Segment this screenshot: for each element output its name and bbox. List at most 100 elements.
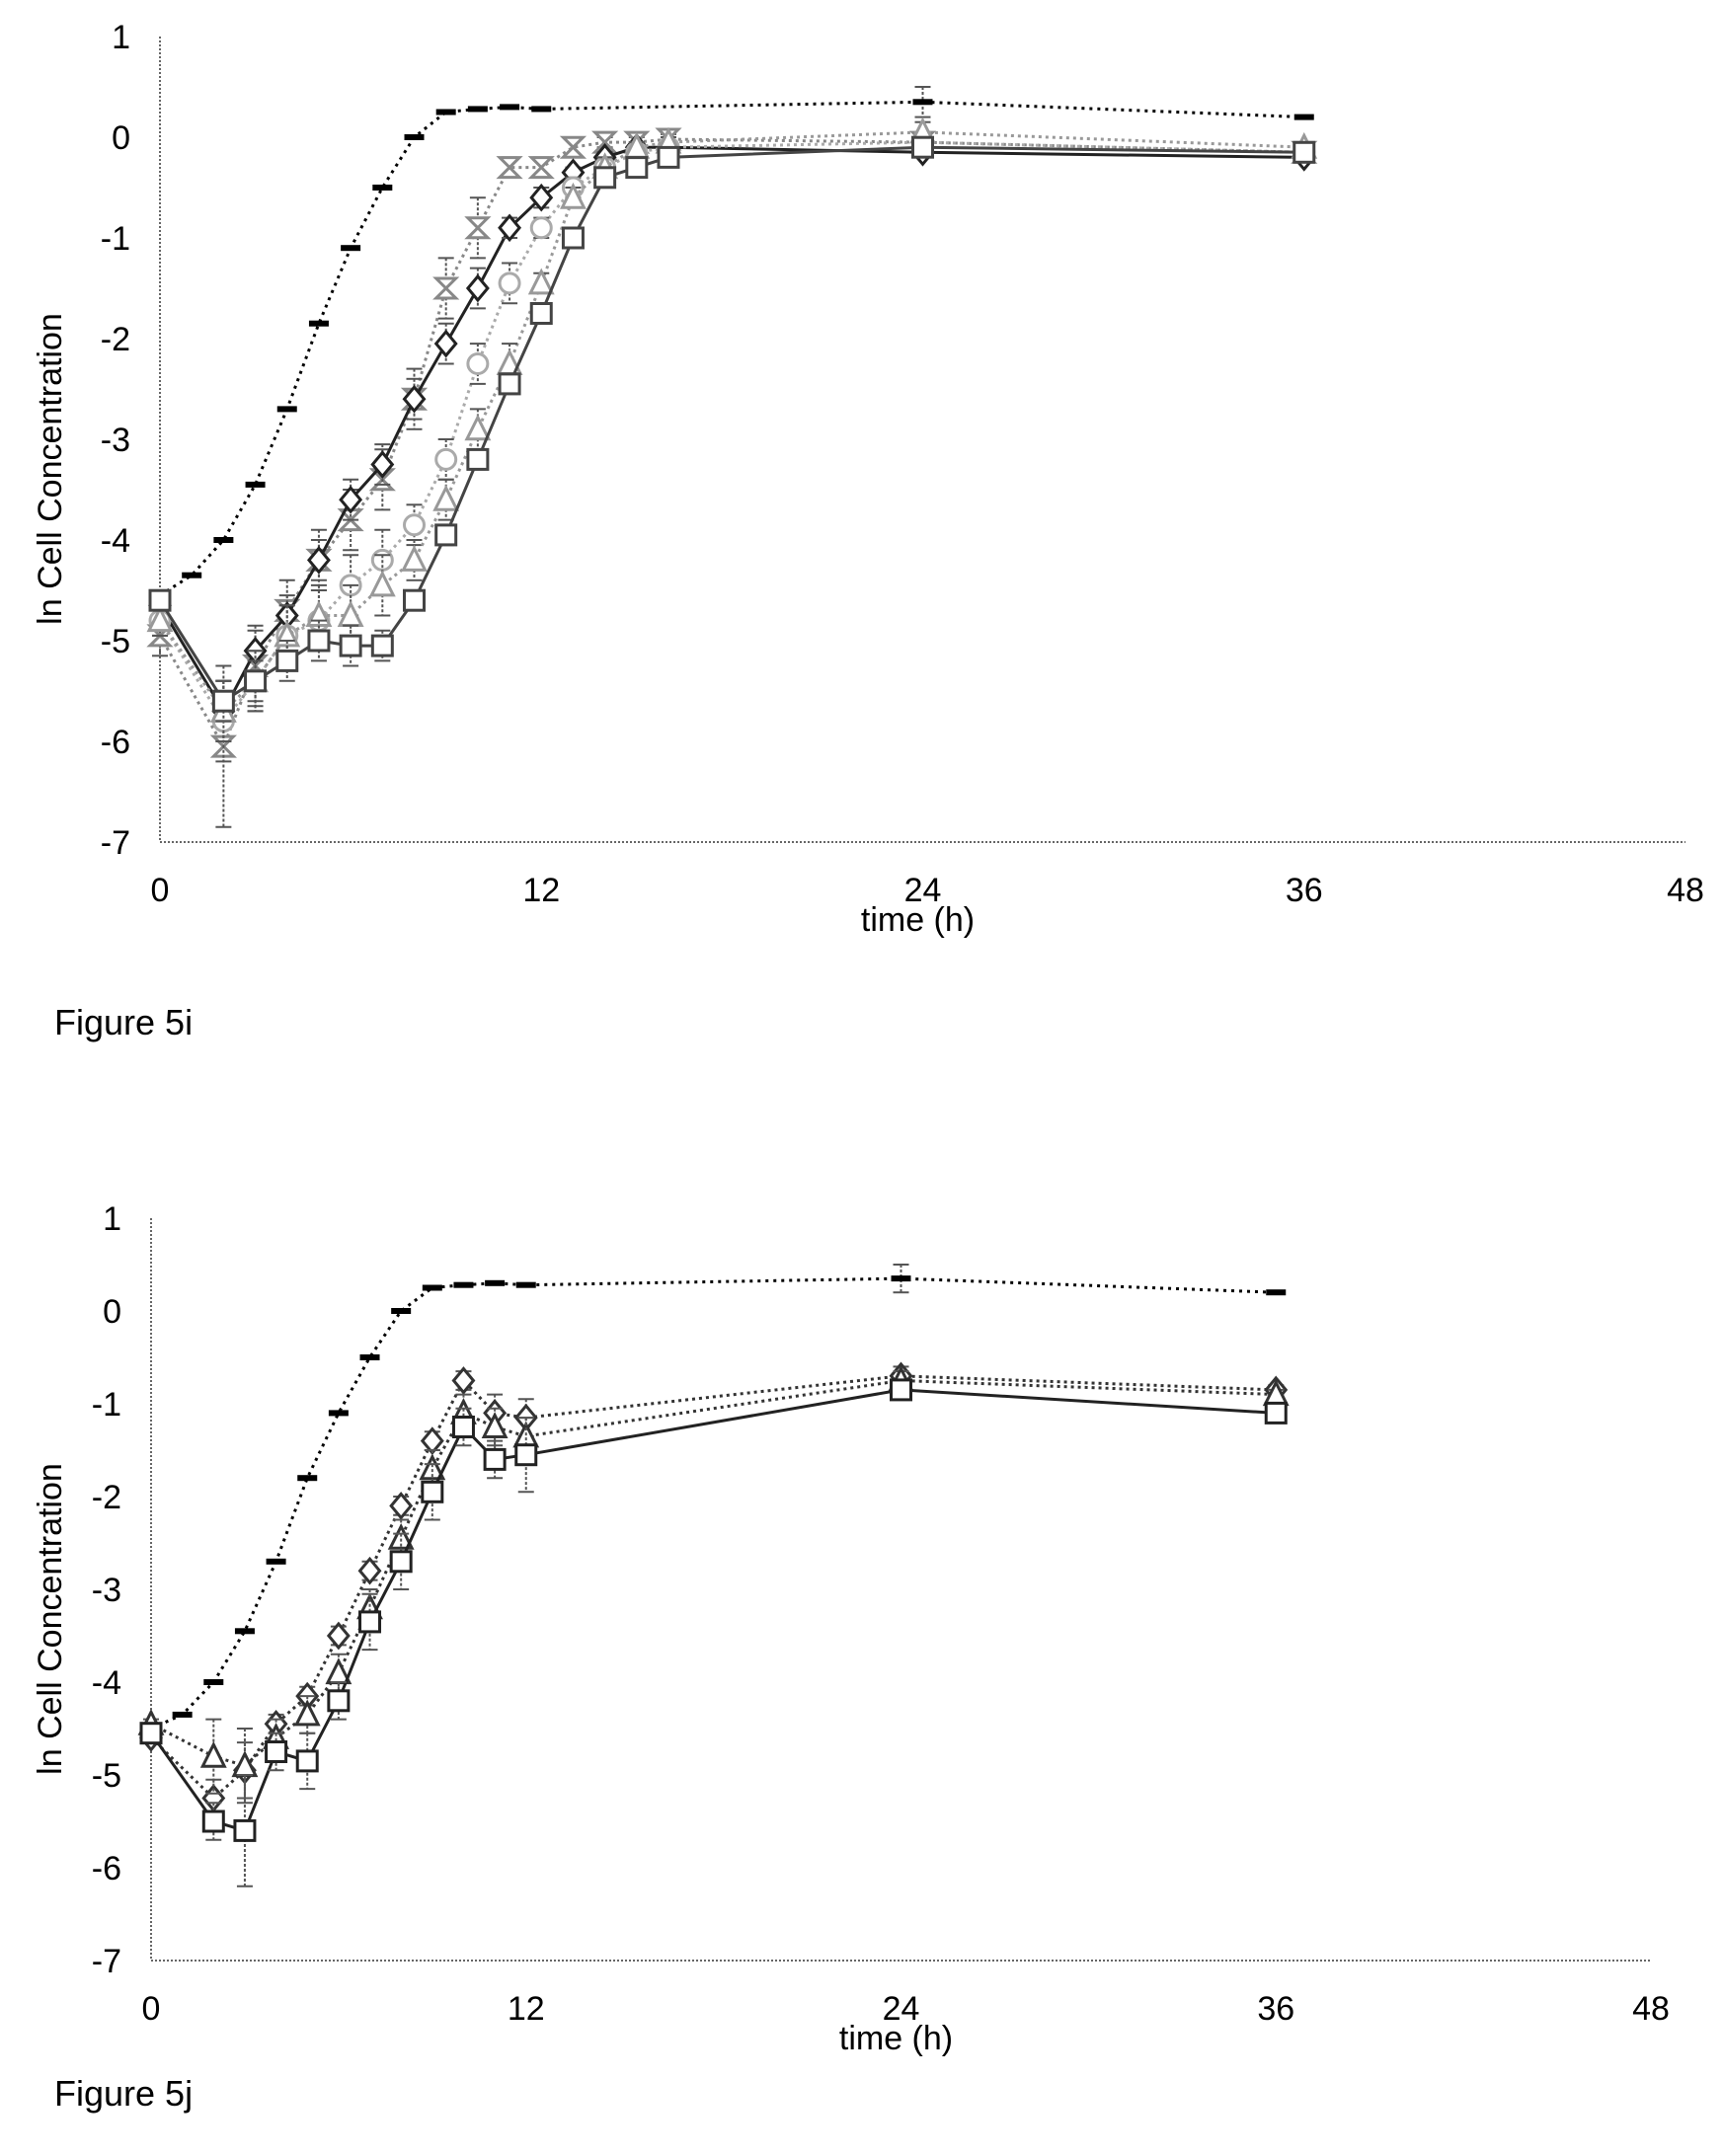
x-tick-label: 12: [508, 1990, 545, 2028]
data-point: [514, 1443, 538, 1467]
data-point: [485, 1279, 506, 1286]
series-line: [158, 140, 1304, 725]
data-point: [422, 1284, 442, 1291]
figure-5i-caption: Figure 5i: [54, 1002, 194, 1042]
data-point: [1264, 1401, 1288, 1424]
data-point: [328, 1410, 349, 1417]
data-point: [464, 414, 492, 441]
x-tick-label: 0: [142, 1990, 161, 2028]
data-point: [451, 1416, 475, 1438]
y-tick-label: -2: [101, 321, 130, 358]
data-point: [172, 1711, 193, 1718]
y-tick-label: -7: [92, 1943, 121, 1980]
x-tick-label: 12: [522, 872, 560, 909]
data-point: [466, 447, 490, 471]
data-point: [1293, 114, 1314, 120]
y-tick-label: -4: [92, 1664, 121, 1702]
data-point: [498, 372, 521, 396]
data-point: [464, 216, 492, 240]
series-line: [159, 100, 1304, 597]
data-point: [244, 669, 268, 693]
data-point: [368, 570, 396, 597]
data-point: [203, 1679, 224, 1685]
data-point: [295, 1749, 319, 1773]
y-tick-label: -6: [101, 724, 130, 761]
data-point: [201, 1810, 225, 1833]
data-point: [403, 513, 426, 537]
data-point: [467, 106, 488, 113]
figure-5j-chart: -7 -6 -5 -4 -3 -2 -1 0 1 0 12 24 36 48 time (h) ln Cell…: [32, 1200, 1670, 2057]
data-point: [307, 629, 331, 653]
data-point: [370, 450, 395, 479]
data-point: [211, 689, 235, 713]
data-point: [481, 1412, 509, 1438]
series-line: [158, 145, 1304, 704]
data-point: [657, 145, 680, 169]
data-point: [213, 537, 234, 543]
data-point: [402, 384, 427, 414]
data-point: [529, 183, 554, 212]
data-point: [308, 320, 329, 327]
data-point: [266, 1558, 286, 1565]
figure-5i-panel: -7 -6 -5 -4 -3 -2 -1 0 1 0 12 24 36 48 time (h) ln Cell…: [0, 0, 1723, 1076]
y-tick-label: 1: [112, 19, 130, 56]
data-point: [359, 1354, 380, 1360]
series-3: [139, 1378, 1288, 1887]
data-point: [199, 1740, 227, 1768]
y-tick-label: -5: [92, 1757, 121, 1795]
data-point: [500, 104, 520, 111]
y-tick-label: -3: [92, 1572, 121, 1609]
x-tick-label: 36: [1286, 872, 1323, 909]
data-point: [1266, 1289, 1287, 1296]
data-point: [496, 156, 523, 180]
series-line: [150, 1276, 1277, 1731]
data-point: [433, 329, 458, 358]
series-0: [141, 1264, 1287, 1732]
data-point: [421, 1480, 444, 1503]
series-line: [150, 1378, 1277, 1768]
data-point: [593, 166, 617, 190]
x-axis-label: time (h): [839, 2020, 953, 2057]
y-tick-label: -5: [101, 623, 130, 660]
x-tick-label: 24: [883, 1990, 920, 2028]
data-point: [451, 1366, 476, 1395]
data-point: [339, 485, 363, 514]
data-point: [435, 109, 456, 116]
y-tick-label: -3: [101, 422, 130, 459]
data-point: [531, 106, 552, 113]
y-tick-label: -4: [101, 522, 130, 560]
series-line: [149, 1388, 1277, 1833]
data-point: [401, 545, 428, 572]
data-point: [276, 406, 297, 413]
data-point: [529, 216, 553, 240]
data-point: [891, 1275, 911, 1282]
y-axis-label: ln Cell Concentration: [32, 313, 69, 625]
data-point: [527, 268, 555, 295]
data-point: [434, 447, 458, 471]
data-point: [233, 1818, 257, 1842]
data-point: [559, 135, 587, 159]
data-point: [466, 352, 490, 375]
data-point: [387, 1522, 415, 1550]
data-point: [432, 484, 460, 511]
data-point: [182, 572, 202, 578]
x-tick-label: 36: [1257, 1990, 1294, 2028]
data-point: [370, 634, 394, 657]
data-point: [297, 1475, 318, 1482]
data-point: [483, 1447, 507, 1471]
x-tick-label: 48: [1632, 1990, 1670, 2028]
data-point: [231, 1750, 259, 1778]
series-line: [158, 130, 1304, 714]
data-point: [890, 1378, 912, 1402]
series-2: [137, 1365, 1290, 1805]
data-point: [453, 1281, 474, 1288]
data-point: [306, 546, 331, 575]
series-3: [148, 130, 1316, 763]
data-point: [389, 1492, 414, 1520]
data-point: [591, 130, 619, 154]
data-point: [498, 271, 521, 295]
data-point: [432, 276, 460, 300]
data-point: [139, 1722, 163, 1745]
data-point: [148, 588, 172, 612]
data-point: [419, 1453, 446, 1481]
